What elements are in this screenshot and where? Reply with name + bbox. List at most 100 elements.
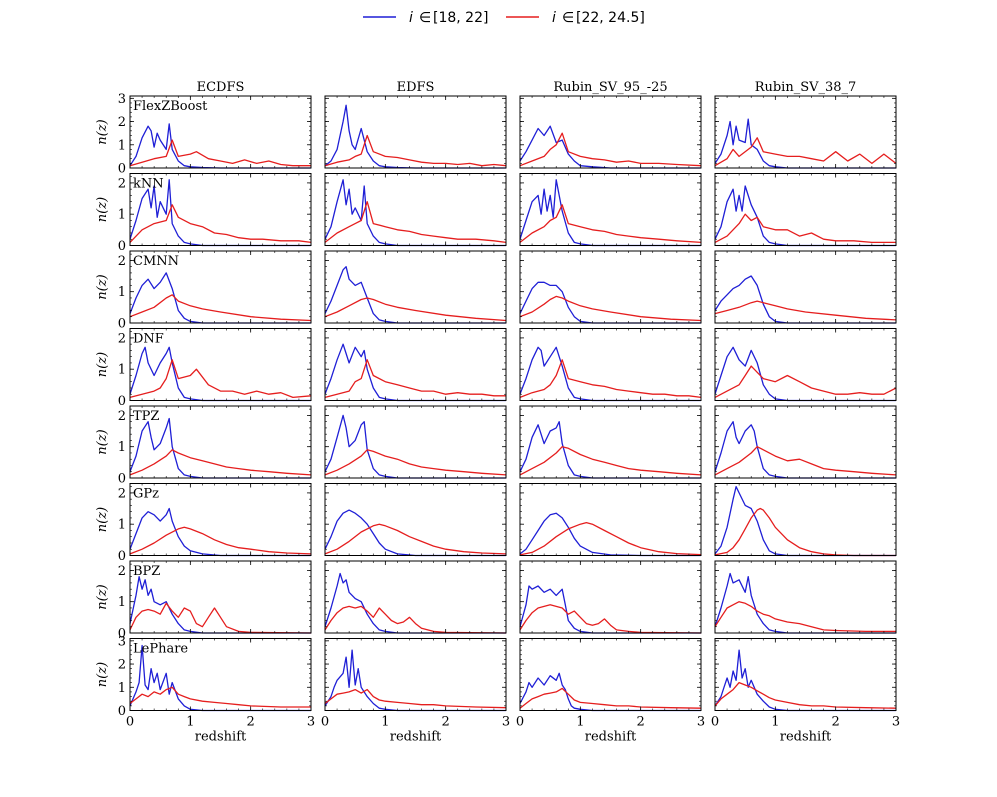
x-tick-label-rubin-sv-95-25: 1 (576, 715, 584, 730)
y-tick-label-lephare: 3 (118, 634, 126, 649)
panel-lephare-rubin-sv-95-25: 0 1 2 3 redshift (516, 638, 705, 745)
column-title-rubin-sv-38-7: Rubin_SV_38_7 (755, 80, 857, 95)
panel-gpz-rubin-sv-95-25 (519, 483, 702, 557)
y-axis-label-lephare: n(z) (95, 662, 110, 687)
series-faint-knn-ecdfs (129, 204, 312, 244)
panel-flexzboost-ecdfs: 0 1 2 3 FlexZBoost (118, 92, 312, 177)
series-faint-lephare-ecdfs (129, 686, 311, 708)
y-tick-label-flexzboost: 1 (118, 138, 126, 153)
legend-range-bright: [18, 22] (433, 10, 488, 26)
axes-frame-cmnn-rubin-sv-38-7 (714, 250, 897, 324)
series-faint-bpz-rubin-sv-38-7 (714, 601, 896, 633)
algorithm-label-dnf: DNF (133, 332, 164, 347)
y-axis-label-bpz: n(z) (95, 584, 110, 609)
y-axis-label-flexzboost: n(z) (95, 119, 110, 144)
axes-frame-tpz-rubin-sv-38-7 (714, 405, 897, 479)
y-axis-label-knn: n(z) (95, 197, 110, 222)
x-tick-label-ecdfs: 1 (186, 715, 194, 730)
y-tick-label-dnf: 1 (118, 363, 126, 378)
x-tick-label-edfs: 3 (502, 715, 510, 730)
series-bright-tpz-rubin-sv-95-25 (519, 421, 701, 479)
series-faint-gpz-edfs (324, 523, 507, 555)
y-tick-label-tpz: 2 (118, 409, 126, 424)
y-tick-label-lephare: 1 (118, 681, 126, 696)
algorithm-label-lephare: LePhare (133, 642, 188, 657)
axes-frame-tpz-edfs (324, 405, 507, 479)
x-tick-label-rubin-sv-38-7: 1 (771, 715, 779, 730)
x-tick-label-rubin-sv-38-7: 2 (832, 715, 840, 730)
axes-frame-gpz-rubin-sv-95-25 (519, 483, 702, 556)
y-axis-label-gpz: n(z) (95, 507, 110, 532)
y-axis-label-tpz: n(z) (95, 429, 110, 454)
y-tick-label-cmnn: 1 (118, 285, 126, 300)
series-bright-gpz-rubin-sv-38-7 (714, 485, 896, 557)
series-bright-cmnn-edfs (324, 266, 506, 324)
panel-tpz-rubin-sv-38-7 (714, 405, 897, 479)
series-faint-bpz-ecdfs (129, 602, 312, 634)
panel-bpz-rubin-sv-38-7 (714, 560, 897, 634)
x-tick-label-rubin-sv-38-7: 0 (711, 715, 719, 730)
series-faint-knn-edfs (324, 201, 507, 244)
series-faint-bpz-edfs (324, 605, 507, 634)
legend-entry-faint: i ∈ [22, 24.5] (506, 10, 645, 26)
series-bright-bpz-rubin-sv-38-7 (714, 572, 896, 634)
series-bright-dnf-ecdfs (129, 346, 311, 402)
panel-dnf-edfs (324, 328, 507, 402)
series-bright-gpz-rubin-sv-95-25 (519, 512, 701, 557)
panel-gpz-ecdfs: 0 1 2 GPz (118, 483, 312, 564)
x-axis-label-ecdfs: redshift (195, 730, 247, 745)
column-title-rubin-sv-95-25: Rubin_SV_95_-25 (553, 80, 667, 95)
axes-frame-lephare-rubin-sv-38-7 (714, 638, 897, 711)
legend-member-sign-faint: ∈ (562, 10, 574, 26)
x-axis-label-rubin-sv-38-7: redshift (780, 730, 832, 745)
axes-frame-tpz-rubin-sv-95-25 (519, 405, 702, 479)
axes-frame-gpz-edfs (324, 483, 507, 556)
axes-frame-flexzboost-edfs (324, 95, 507, 169)
panel-cmnn-edfs (324, 250, 507, 324)
panel-lephare-ecdfs: 0 1 2 3 LePhare 0 1 2 3 redshift (118, 634, 315, 744)
panel-dnf-rubin-sv-38-7 (714, 328, 897, 402)
axes-frame-bpz-rubin-sv-38-7 (714, 560, 897, 634)
panel-dnf-rubin-sv-95-25 (519, 328, 702, 402)
series-bright-lephare-edfs (324, 649, 506, 712)
series-bright-gpz-edfs (324, 509, 506, 557)
panel-knn-rubin-sv-38-7 (714, 173, 897, 247)
panel-flexzboost-rubin-sv-95-25 (519, 95, 702, 169)
y-tick-label-bpz: 2 (118, 564, 126, 579)
x-tick-label-rubin-sv-95-25: 2 (637, 715, 645, 730)
y-tick-label-knn: 2 (118, 176, 126, 191)
series-faint-gpz-ecdfs (129, 526, 312, 555)
y-tick-label-dnf: 0 (118, 394, 126, 409)
series-bright-tpz-ecdfs (129, 417, 311, 479)
series-bright-dnf-rubin-sv-95-25 (519, 346, 701, 402)
series-faint-gpz-rubin-sv-38-7 (714, 507, 896, 557)
y-tick-label-flexzboost: 2 (118, 115, 126, 130)
series-bright-cmnn-rubin-sv-38-7 (714, 275, 896, 324)
x-tick-label-ecdfs: 0 (126, 715, 134, 730)
legend-range-faint: [22, 24.5] (576, 10, 645, 26)
series-faint-bpz-rubin-sv-95-25 (519, 604, 702, 634)
series-faint-tpz-ecdfs (129, 449, 312, 476)
series-faint-tpz-rubin-sv-95-25 (519, 446, 702, 476)
panel-cmnn-ecdfs: 0 1 2 CMNN (118, 250, 312, 332)
series-bright-dnf-rubin-sv-38-7 (714, 346, 896, 402)
y-tick-label-tpz: 0 (118, 472, 126, 487)
x-tick-label-edfs: 2 (442, 715, 450, 730)
x-tick-label-rubin-sv-95-25: 3 (697, 715, 705, 730)
axes-frame-knn-rubin-sv-38-7 (714, 173, 897, 246)
y-tick-label-dnf: 2 (118, 331, 126, 346)
y-tick-label-cmnn: 2 (118, 254, 126, 269)
panel-grid: ECDFS EDFS Rubin_SV_95_-25 Rubin_SV_38_7 n(z… (95, 80, 900, 745)
x-tick-label-edfs: 1 (381, 715, 389, 730)
legend-member-sign-bright: ∈ (419, 10, 431, 26)
y-tick-label-flexzboost: 3 (118, 92, 126, 107)
series-faint-knn-rubin-sv-38-7 (714, 213, 896, 244)
series-faint-cmnn-rubin-sv-38-7 (714, 300, 897, 321)
series-bright-lephare-rubin-sv-38-7 (714, 649, 896, 712)
series-faint-tpz-rubin-sv-38-7 (714, 446, 897, 476)
panel-cmnn-rubin-sv-38-7 (714, 250, 897, 324)
y-tick-label-gpz: 0 (118, 549, 126, 564)
panel-flexzboost-edfs (324, 95, 507, 169)
x-tick-label-rubin-sv-95-25: 0 (516, 715, 524, 730)
panel-cmnn-rubin-sv-95-25 (519, 250, 702, 324)
